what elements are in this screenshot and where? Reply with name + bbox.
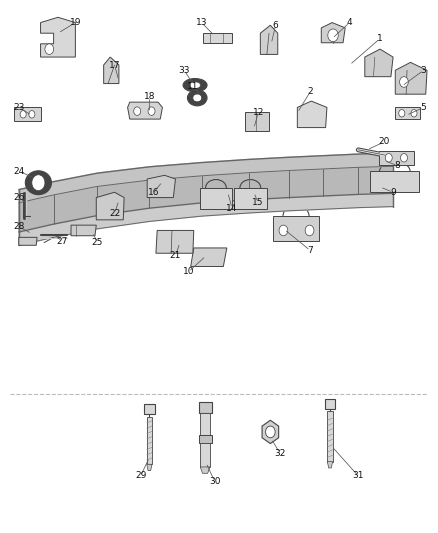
Polygon shape	[127, 102, 162, 119]
Text: 19: 19	[70, 18, 81, 27]
Polygon shape	[191, 248, 227, 266]
Text: 30: 30	[209, 477, 220, 486]
Text: 26: 26	[13, 193, 25, 202]
Text: 14: 14	[226, 204, 238, 213]
Polygon shape	[198, 402, 212, 414]
Text: 1: 1	[377, 34, 383, 43]
Polygon shape	[200, 414, 210, 435]
Text: 28: 28	[13, 222, 25, 231]
Text: 21: 21	[170, 252, 181, 261]
Polygon shape	[200, 467, 210, 473]
Text: 7: 7	[307, 246, 313, 255]
Polygon shape	[262, 420, 279, 443]
Polygon shape	[325, 399, 335, 409]
Ellipse shape	[25, 171, 51, 195]
Polygon shape	[147, 464, 152, 471]
Text: 10: 10	[183, 268, 194, 276]
Polygon shape	[260, 25, 278, 54]
Text: 24: 24	[13, 166, 25, 175]
Ellipse shape	[190, 82, 201, 88]
Circle shape	[399, 77, 408, 87]
Polygon shape	[395, 108, 420, 119]
Text: 27: 27	[57, 237, 68, 246]
Text: 17: 17	[109, 61, 120, 69]
Circle shape	[328, 29, 338, 42]
Polygon shape	[96, 192, 124, 220]
Text: 29: 29	[135, 471, 146, 480]
Text: 16: 16	[148, 188, 159, 197]
Polygon shape	[327, 462, 332, 468]
Text: 13: 13	[196, 18, 207, 27]
Polygon shape	[41, 17, 75, 57]
Circle shape	[305, 225, 314, 236]
Text: 32: 32	[274, 449, 286, 458]
Polygon shape	[144, 405, 155, 414]
Text: 25: 25	[92, 238, 103, 247]
Polygon shape	[245, 112, 269, 131]
Polygon shape	[200, 443, 210, 467]
Text: 8: 8	[395, 161, 400, 170]
Text: 20: 20	[379, 138, 390, 147]
Circle shape	[399, 110, 405, 117]
Polygon shape	[19, 166, 393, 232]
Polygon shape	[71, 225, 96, 236]
Ellipse shape	[187, 90, 207, 106]
Text: 33: 33	[178, 66, 190, 75]
Circle shape	[29, 111, 35, 118]
Polygon shape	[327, 411, 332, 462]
Polygon shape	[14, 108, 41, 120]
Circle shape	[32, 175, 45, 191]
Polygon shape	[321, 22, 345, 43]
Polygon shape	[200, 188, 232, 209]
Circle shape	[265, 426, 275, 438]
Text: 18: 18	[144, 92, 155, 101]
Polygon shape	[19, 193, 393, 245]
Text: 22: 22	[109, 209, 120, 218]
Text: 3: 3	[420, 66, 427, 75]
Text: 4: 4	[347, 18, 353, 27]
Polygon shape	[234, 188, 267, 209]
Circle shape	[411, 110, 417, 117]
Circle shape	[385, 154, 392, 162]
Polygon shape	[156, 230, 194, 253]
Ellipse shape	[193, 94, 201, 101]
Text: 31: 31	[353, 471, 364, 480]
Polygon shape	[147, 417, 152, 464]
Text: 5: 5	[420, 103, 427, 112]
Text: 6: 6	[273, 21, 279, 30]
Polygon shape	[104, 57, 119, 84]
Polygon shape	[19, 153, 393, 203]
Polygon shape	[371, 171, 419, 192]
Circle shape	[45, 44, 53, 54]
Polygon shape	[203, 33, 232, 43]
Polygon shape	[395, 62, 427, 94]
Polygon shape	[198, 435, 212, 443]
Ellipse shape	[183, 78, 207, 92]
Circle shape	[148, 107, 155, 115]
Polygon shape	[365, 49, 393, 77]
Polygon shape	[273, 216, 319, 241]
Circle shape	[134, 107, 141, 115]
Polygon shape	[147, 175, 176, 198]
Polygon shape	[379, 151, 414, 165]
Circle shape	[400, 154, 407, 162]
Polygon shape	[19, 237, 37, 245]
Circle shape	[20, 111, 26, 118]
Text: 2: 2	[307, 87, 313, 96]
Circle shape	[279, 225, 288, 236]
Text: 12: 12	[252, 108, 264, 117]
Text: 15: 15	[252, 198, 264, 207]
Text: 9: 9	[390, 188, 396, 197]
Text: 23: 23	[13, 103, 25, 112]
Text: 11: 11	[187, 82, 199, 91]
Polygon shape	[297, 101, 327, 127]
